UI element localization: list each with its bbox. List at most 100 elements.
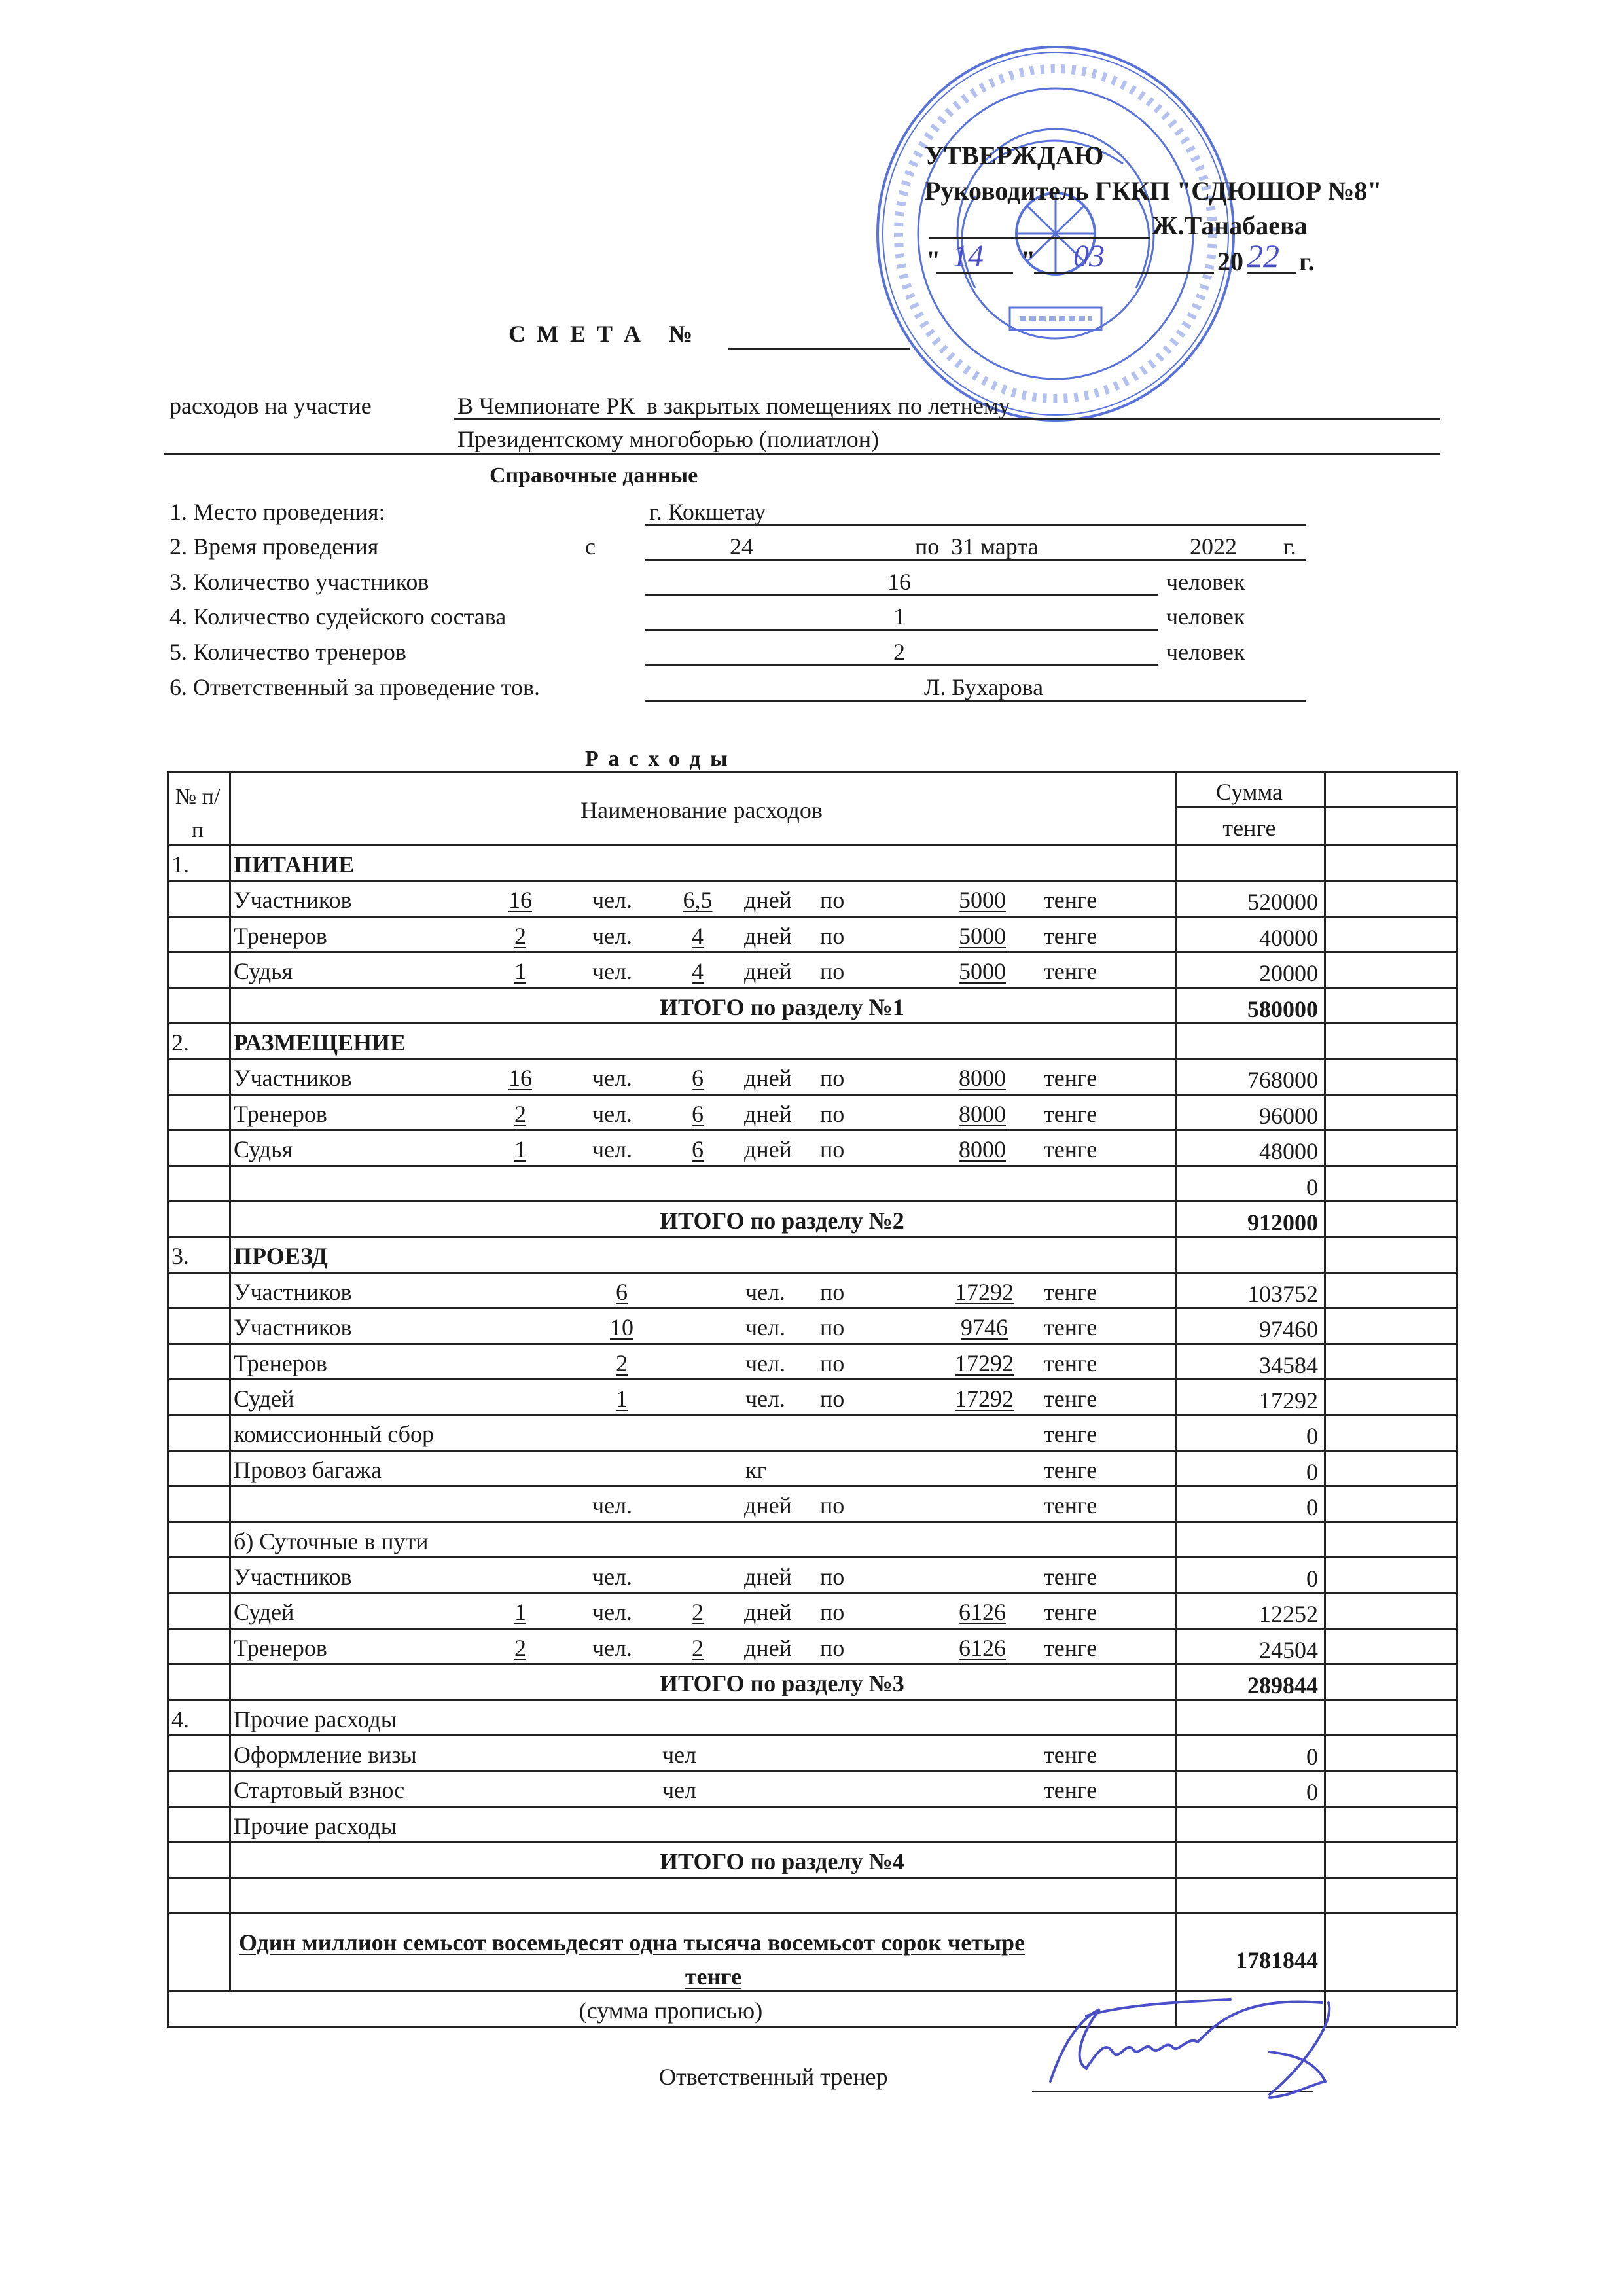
subtotal-row: ИТОГО по разделу №1 580000 (167, 989, 1456, 1024)
row-dney: дней (744, 922, 792, 949)
section-row: 2. РАЗМЕЩЕНИЕ (167, 1024, 1456, 1060)
table-row: Тренеров 2 чел. 6 дней по 8000 тенге 96000 (167, 1096, 1456, 1132)
day-line (936, 272, 1013, 274)
row-po: по (820, 1350, 845, 1376)
row-qty: 16 (508, 1065, 532, 1092)
row-po: по (820, 1100, 845, 1127)
row-qty: 2 (514, 1634, 526, 1661)
coach-signature-line (1032, 2091, 1313, 2092)
doc-number-line (728, 348, 910, 350)
place-label: 1. Место проведения: (169, 499, 385, 525)
row-chel: чел. (592, 1065, 633, 1092)
grand-total-value: 1781844 (1236, 1947, 1318, 1973)
row-tenge: тенге (1044, 1421, 1097, 1448)
date-day: 14 (952, 239, 984, 274)
row-dney: дней (744, 887, 792, 914)
row-sum: 48000 (1259, 1138, 1318, 1165)
time-end: по 31 марта (915, 533, 1039, 560)
words-caption: (сумма прописью) (579, 1998, 763, 2024)
signature-line (929, 237, 1150, 239)
responsible-line (645, 700, 1306, 702)
grand-total-words-line1: Один миллион семьсот восемьдесят одна ты… (239, 1929, 1026, 1956)
row-dney: дней (744, 1599, 792, 1626)
row-qty: 2 (616, 1350, 628, 1376)
row-price: 5000 (959, 958, 1006, 985)
participants-label: 3. Количество участников (169, 569, 429, 595)
row-price: 8000 (959, 1100, 1006, 1127)
subtotal-label: ИТОГО по разделу №4 (660, 1848, 904, 1875)
subtotal-row: ИТОГО по разделу №4 (167, 1843, 1456, 1879)
col-line-sum (1324, 771, 1326, 2026)
row-chel: чел. (745, 1314, 786, 1341)
purpose-line1: В Чемпионате РК в закрытых помещениях по… (457, 393, 1010, 419)
header-currency: тенге (1222, 815, 1276, 841)
row-days: 2 (692, 1599, 704, 1626)
table-row: Участников чел. дней по тенге 0 (167, 1558, 1456, 1594)
col-line-name (1175, 771, 1177, 2026)
row-tenge: тенге (1044, 887, 1097, 914)
subtotal-value: 580000 (1247, 996, 1318, 1022)
year-line (1247, 272, 1296, 274)
row-number: 4. (171, 1706, 189, 1732)
header-name: Наименование расходов (580, 797, 823, 823)
row-sum: 0 (1306, 1423, 1318, 1450)
row-label: ПИТАНИЕ (234, 852, 355, 878)
row-chel: чел. (592, 1492, 633, 1519)
row-days: 2 (692, 1634, 704, 1661)
row-price: 5000 (959, 922, 1006, 949)
row-label: Участников (234, 887, 352, 914)
table-row: Тренеров 2 чел. 2 дней по 6126 тенге 24504 (167, 1630, 1456, 1666)
row-sum: 520000 (1247, 889, 1318, 916)
table-row: 0 (167, 1167, 1456, 1202)
row-po: по (820, 958, 845, 985)
time-from: с (585, 533, 596, 560)
row-sum: 97460 (1259, 1316, 1318, 1343)
row-label: комиссионный сбор (234, 1421, 434, 1448)
subtotal-label: ИТОГО по разделу №2 (660, 1208, 904, 1234)
row-chel: чел. (745, 1350, 786, 1376)
table-right-border (1456, 771, 1458, 2026)
row-price: 17292 (955, 1386, 1014, 1412)
row-number: 2. (171, 1030, 189, 1056)
table-row: Участников 6 чел. по 17292 тенге 103752 (167, 1274, 1456, 1310)
row-days: 6 (692, 1136, 704, 1163)
time-year-unit: г. (1283, 533, 1296, 560)
row-qty: 1 (514, 958, 526, 985)
row-tenge: тенге (1044, 1564, 1097, 1590)
row-price: 6126 (959, 1634, 1006, 1661)
row-label: Судей (234, 1386, 294, 1412)
row-po: по (820, 1564, 845, 1590)
row-label: Тренеров (234, 1100, 327, 1127)
table-row: Тренеров 2 чел. по 17292 тенге 34584 (167, 1345, 1456, 1380)
row-days: 4 (692, 922, 704, 949)
row-price: 8000 (959, 1136, 1006, 1163)
reference-title: Справочные данные (490, 463, 698, 488)
row-sum: 0 (1306, 1744, 1318, 1770)
row-sum: 768000 (1247, 1067, 1318, 1094)
row-po: по (820, 922, 845, 949)
coaches-line (645, 664, 1158, 666)
row-price: 9746 (961, 1314, 1008, 1341)
row-label: Участников (234, 1564, 352, 1590)
date-quote-close: " (1021, 245, 1036, 275)
section-row: 1. ПИТАНИЕ (167, 846, 1456, 882)
row-dney: дней (744, 958, 792, 985)
place-value: г. Кокшетау (649, 499, 766, 525)
row-qty: 1 (616, 1386, 628, 1412)
time-year: 2022 (1190, 533, 1237, 560)
row-po: по (820, 1492, 845, 1519)
row-days: 6 (692, 1100, 704, 1127)
responsible-label: 6. Ответственный за проведение тов. (169, 674, 540, 700)
table-top-border (167, 771, 1458, 773)
approval-title: УТВЕРЖДАЮ (925, 141, 1104, 170)
row-qty: 1 (514, 1599, 526, 1626)
row-label: Прочие расходы (234, 1812, 397, 1839)
row-tenge: тенге (1044, 1350, 1097, 1376)
time-line (645, 559, 1306, 561)
row-number: 1. (171, 852, 189, 878)
table-row: комиссионный сбор тенге 0 (167, 1416, 1456, 1452)
participants-line (645, 594, 1158, 596)
row-label: РАЗМЕЩЕНИЕ (234, 1030, 406, 1056)
row-qty: 6 (616, 1278, 628, 1305)
row-qty: 10 (610, 1314, 633, 1341)
